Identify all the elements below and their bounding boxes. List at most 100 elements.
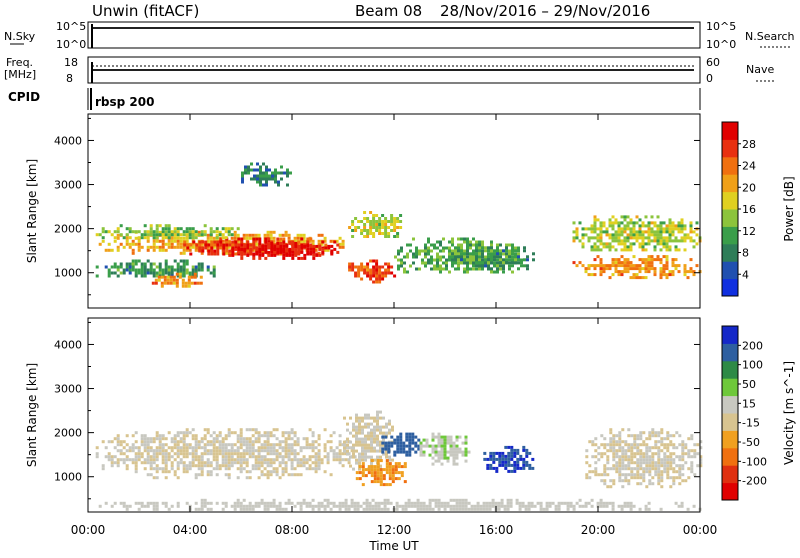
scatter-cell bbox=[454, 267, 457, 271]
scatter-cell bbox=[266, 230, 270, 234]
scatter-cell bbox=[343, 446, 346, 450]
scatter-cell bbox=[449, 450, 453, 454]
scatter-cell bbox=[172, 275, 176, 279]
scatter-cell bbox=[291, 241, 295, 245]
scatter-cell bbox=[663, 464, 667, 468]
scatter-cell bbox=[385, 455, 388, 459]
scatter-cell bbox=[246, 240, 250, 244]
scatter-cell bbox=[458, 435, 462, 439]
scatter-cell bbox=[396, 217, 400, 220]
scatter-cell bbox=[209, 233, 213, 237]
scatter-cell bbox=[642, 476, 646, 480]
scatter-cell bbox=[269, 233, 273, 237]
scatter-cell bbox=[95, 265, 99, 269]
scatter-cell bbox=[511, 258, 514, 262]
scatter-cell bbox=[266, 473, 270, 477]
scatter-cell bbox=[431, 444, 435, 448]
scatter-cell bbox=[137, 239, 141, 243]
scatter-cell bbox=[355, 437, 358, 441]
scatter-cell bbox=[660, 449, 664, 453]
scatter-cell bbox=[281, 458, 285, 462]
scatter-cell bbox=[617, 239, 621, 243]
scatter-cell bbox=[388, 419, 391, 423]
scatter-cell bbox=[265, 171, 268, 175]
scatter-cell bbox=[618, 461, 622, 465]
scatter-cell bbox=[221, 446, 225, 450]
scatter-cell bbox=[221, 233, 225, 237]
scatter-cell bbox=[467, 501, 471, 505]
scatter-cell bbox=[375, 226, 379, 229]
scatter-cell bbox=[358, 477, 362, 481]
scatter-cell bbox=[355, 434, 358, 438]
scatter-cell bbox=[149, 271, 153, 275]
scatter-cell bbox=[464, 498, 468, 502]
scatter-cell bbox=[272, 470, 276, 474]
scatter-cell bbox=[464, 438, 468, 442]
scatter-cell bbox=[169, 278, 173, 282]
scatter-cell bbox=[237, 243, 241, 247]
scatter-cell bbox=[406, 270, 409, 274]
scatter-cell bbox=[185, 428, 189, 432]
scatter-cell bbox=[361, 471, 365, 475]
scatter-cell bbox=[475, 267, 478, 271]
scatter-cell bbox=[267, 237, 271, 241]
scatter-cell bbox=[275, 455, 279, 459]
scatter-cell bbox=[388, 468, 392, 472]
scatter-cell bbox=[263, 434, 267, 438]
scatter-cell bbox=[233, 230, 237, 234]
scatter-cell bbox=[296, 464, 300, 468]
scatter-cell bbox=[457, 258, 460, 262]
colorbar-swatch bbox=[722, 174, 738, 193]
scatter-cell bbox=[636, 437, 640, 441]
scatter-cell bbox=[263, 455, 267, 459]
scatter-cell bbox=[155, 467, 159, 471]
scatter-cell bbox=[665, 273, 669, 277]
scatter-cell bbox=[393, 235, 397, 238]
scatter-cell bbox=[689, 267, 693, 271]
scatter-cell bbox=[611, 227, 615, 231]
scatter-cell bbox=[418, 249, 421, 253]
scatter-cell bbox=[179, 449, 183, 453]
scatter-cell bbox=[620, 264, 624, 268]
scatter-cell bbox=[593, 221, 597, 225]
scatter-cell bbox=[614, 258, 618, 262]
scatter-cell bbox=[638, 218, 642, 222]
scatter-cell bbox=[257, 458, 261, 462]
scatter-cell bbox=[355, 431, 358, 435]
scatter-cell bbox=[155, 446, 159, 450]
scatter-cell bbox=[104, 446, 108, 450]
scatter-cell bbox=[260, 498, 264, 502]
scatter-cell bbox=[475, 261, 478, 265]
scatter-cell bbox=[476, 507, 480, 511]
scatter-cell bbox=[176, 461, 180, 465]
scatter-cell bbox=[632, 236, 636, 240]
scatter-cell bbox=[683, 236, 687, 240]
scatter-cell bbox=[632, 504, 636, 508]
scatter-cell bbox=[437, 507, 441, 511]
scatter-cell bbox=[415, 255, 418, 259]
scatter-cell bbox=[338, 504, 342, 508]
scatter-cell bbox=[155, 452, 159, 456]
scatter-cell bbox=[618, 449, 622, 453]
scatter-cell bbox=[668, 233, 672, 237]
scatter-cell bbox=[525, 460, 529, 464]
scatter-cell bbox=[457, 255, 460, 259]
scatter-cell bbox=[609, 440, 613, 444]
scatter-cell bbox=[596, 245, 600, 249]
scatter-cell bbox=[240, 240, 244, 244]
scatter-cell bbox=[410, 501, 414, 505]
scatter-cell bbox=[481, 243, 484, 247]
scatter-cell bbox=[464, 507, 468, 511]
scatter-cell bbox=[195, 246, 199, 250]
scatter-cell bbox=[394, 477, 398, 481]
scatter-cell bbox=[246, 253, 250, 257]
scatter-cell bbox=[665, 242, 669, 246]
colorbar-tick-label: 24 bbox=[742, 160, 756, 173]
scatter-cell bbox=[227, 443, 231, 447]
scatter-cell bbox=[233, 236, 237, 240]
scatter-cell bbox=[242, 504, 246, 508]
scatter-cell bbox=[668, 230, 672, 234]
scatter-cell bbox=[191, 242, 195, 246]
scatter-cell bbox=[303, 246, 307, 250]
scatter-cell bbox=[209, 236, 213, 240]
